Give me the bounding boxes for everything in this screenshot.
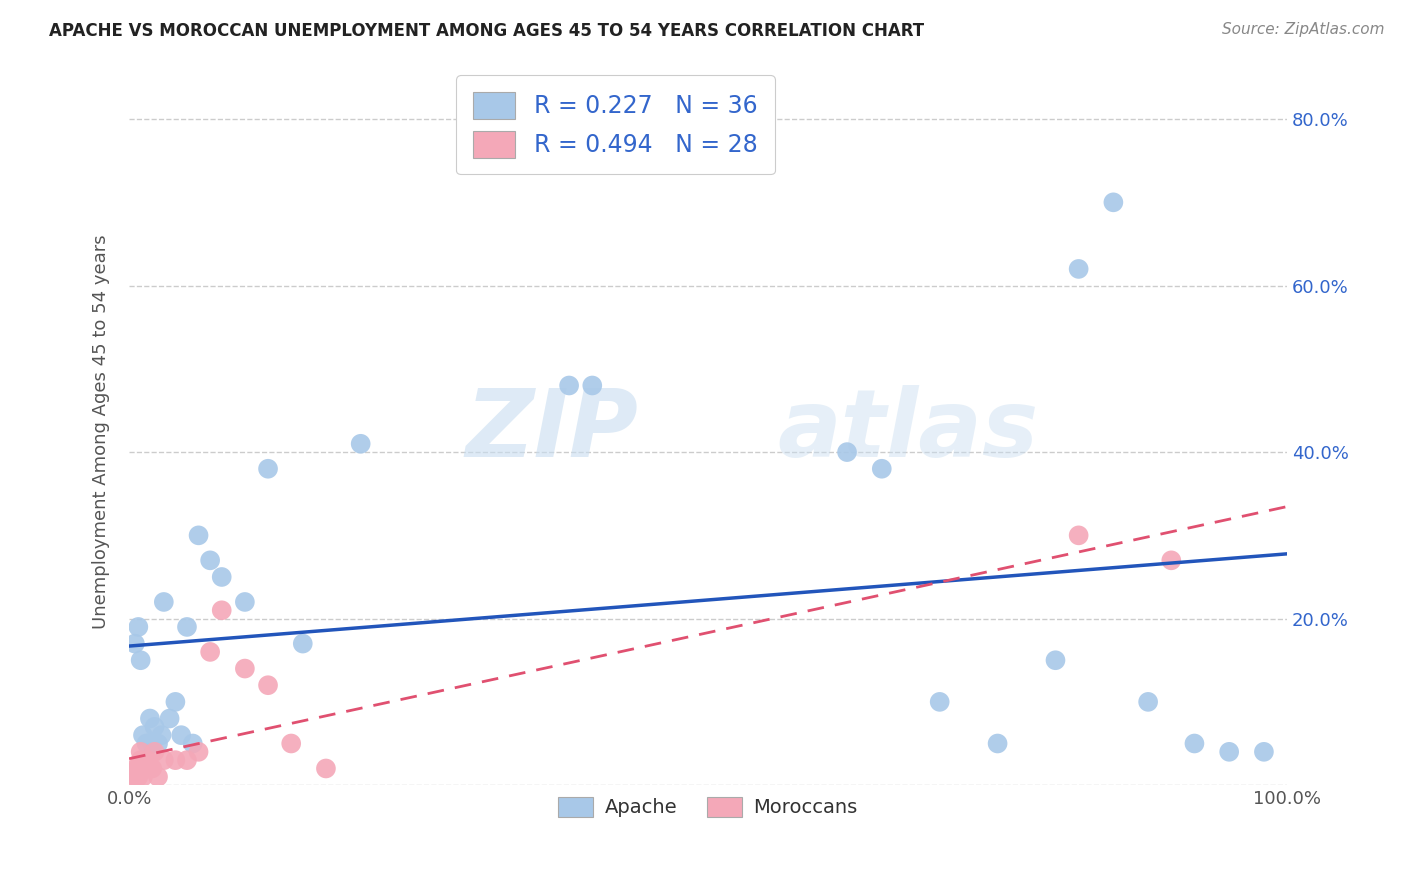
Point (124, 637, 146, 651)
Point (134, 762, 156, 776)
Point (211, 570, 233, 584)
Point (1137, 695, 1160, 709)
Point (125, 770, 148, 784)
Point (187, 745, 209, 759)
Point (176, 620, 198, 634)
Point (136, 753, 159, 767)
Point (150, 728, 173, 742)
Point (141, 737, 163, 751)
Point (198, 645, 221, 659)
Point (153, 595, 176, 609)
Point (1184, 737, 1206, 751)
Point (165, 695, 187, 709)
Point (124, 762, 146, 776)
Text: Source: ZipAtlas.com: Source: ZipAtlas.com (1222, 22, 1385, 37)
Point (187, 528, 209, 542)
Point (165, 753, 187, 767)
Point (159, 712, 181, 726)
Point (128, 762, 150, 776)
Point (1045, 653, 1067, 667)
Point (257, 462, 280, 476)
Point (121, 770, 143, 784)
Point (870, 462, 893, 476)
Point (558, 378, 581, 392)
Point (135, 762, 157, 776)
Point (1067, 261, 1090, 276)
Point (127, 620, 149, 634)
Point (211, 603, 233, 617)
Point (1102, 195, 1125, 210)
Text: atlas: atlas (778, 385, 1039, 477)
Point (143, 745, 166, 759)
Point (141, 762, 163, 776)
Point (143, 720, 166, 734)
Point (129, 745, 152, 759)
Point (233, 595, 256, 609)
Point (139, 762, 162, 776)
Point (146, 770, 169, 784)
Point (135, 737, 157, 751)
Point (181, 737, 204, 751)
Point (1160, 553, 1182, 567)
Point (1253, 745, 1275, 759)
Point (291, 637, 314, 651)
Point (1067, 528, 1090, 542)
Point (127, 762, 149, 776)
Point (987, 737, 1010, 751)
Point (153, 753, 176, 767)
Point (315, 762, 337, 776)
Point (170, 728, 193, 742)
Point (233, 662, 256, 676)
Point (350, 437, 373, 451)
Point (835, 445, 858, 459)
Point (127, 770, 149, 784)
Point (176, 753, 198, 767)
Point (129, 753, 152, 767)
Legend: Apache, Moroccans: Apache, Moroccans (551, 789, 866, 825)
Point (129, 653, 152, 667)
Point (132, 770, 155, 784)
Point (139, 712, 162, 726)
Point (198, 553, 221, 567)
Point (146, 737, 169, 751)
Point (581, 378, 603, 392)
Point (132, 728, 155, 742)
Y-axis label: Unemployment Among Ages 45 to 54 years: Unemployment Among Ages 45 to 54 years (93, 234, 110, 629)
Point (280, 737, 302, 751)
Point (928, 695, 950, 709)
Text: APACHE VS MOROCCAN UNEMPLOYMENT AMONG AGES 45 TO 54 YEARS CORRELATION CHART: APACHE VS MOROCCAN UNEMPLOYMENT AMONG AG… (49, 22, 924, 40)
Point (257, 678, 280, 692)
Point (1218, 745, 1240, 759)
Text: ZIP: ZIP (465, 385, 638, 477)
